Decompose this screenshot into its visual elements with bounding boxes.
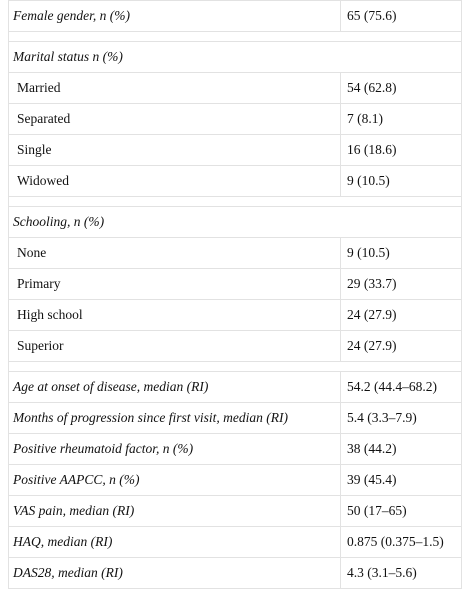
section-label: Marital status n (%) — [8, 41, 462, 73]
label: Positive AAPCC, n (%) — [8, 464, 341, 496]
value: 24 (27.9) — [340, 330, 462, 362]
label: DAS28, median (RI) — [8, 557, 341, 589]
row: Primary 29 (33.7) — [8, 268, 462, 300]
label: Primary — [8, 268, 341, 300]
row: Widowed 9 (10.5) — [8, 165, 462, 197]
label: Months of progression since first visit,… — [8, 402, 341, 434]
row: VAS pain, median (RI) 50 (17–65) — [8, 495, 462, 527]
value: 9 (10.5) — [340, 237, 462, 269]
row: Positive rheumatoid factor, n (%) 38 (44.… — [8, 433, 462, 465]
label: HAQ, median (RI) — [8, 526, 341, 558]
row: Female gender, n (%) 65 (75.6) — [8, 0, 462, 32]
value: 16 (18.6) — [340, 134, 462, 166]
label: High school — [8, 299, 341, 331]
value: 5.4 (3.3–7.9) — [340, 402, 462, 434]
value: 24 (27.9) — [340, 299, 462, 331]
value: 54 (62.8) — [340, 72, 462, 104]
label: Positive rheumatoid factor, n (%) — [8, 433, 341, 465]
label: Widowed — [8, 165, 341, 197]
value: 7 (8.1) — [340, 103, 462, 135]
spacer — [8, 196, 462, 207]
spacer — [8, 31, 462, 42]
label: VAS pain, median (RI) — [8, 495, 341, 527]
row: Positive AAPCC, n (%) 39 (45.4) — [8, 464, 462, 496]
row: Superior 24 (27.9) — [8, 330, 462, 362]
section-row: Marital status n (%) — [8, 41, 462, 73]
value: 65 (75.6) — [340, 0, 462, 32]
value: 9 (10.5) — [340, 165, 462, 197]
row: Separated 7 (8.1) — [8, 103, 462, 135]
label: Married — [8, 72, 341, 104]
section-row: Schooling, n (%) — [8, 206, 462, 238]
value: 29 (33.7) — [340, 268, 462, 300]
data-table: Female gender, n (%) 65 (75.6) Marital st… — [8, 0, 462, 589]
row: Age at onset of disease, median (RI) 54.2… — [8, 371, 462, 403]
row: Months of progression since first visit,… — [8, 402, 462, 434]
value: 38 (44.2) — [340, 433, 462, 465]
value: 54.2 (44.4–68.2) — [340, 371, 462, 403]
row: Single 16 (18.6) — [8, 134, 462, 166]
label: Separated — [8, 103, 341, 135]
row: None 9 (10.5) — [8, 237, 462, 269]
value: 4.3 (3.1–5.6) — [340, 557, 462, 589]
row: DAS28, median (RI) 4.3 (3.1–5.6) — [8, 557, 462, 589]
row: HAQ, median (RI) 0.875 (0.375–1.5) — [8, 526, 462, 558]
value: 39 (45.4) — [340, 464, 462, 496]
row: Married 54 (62.8) — [8, 72, 462, 104]
label: Female gender, n (%) — [8, 0, 341, 32]
label: None — [8, 237, 341, 269]
label: Age at onset of disease, median (RI) — [8, 371, 341, 403]
label: Superior — [8, 330, 341, 362]
section-label: Schooling, n (%) — [8, 206, 462, 238]
value: 0.875 (0.375–1.5) — [340, 526, 462, 558]
spacer — [8, 361, 462, 372]
value: 50 (17–65) — [340, 495, 462, 527]
label: Single — [8, 134, 341, 166]
row: High school 24 (27.9) — [8, 299, 462, 331]
